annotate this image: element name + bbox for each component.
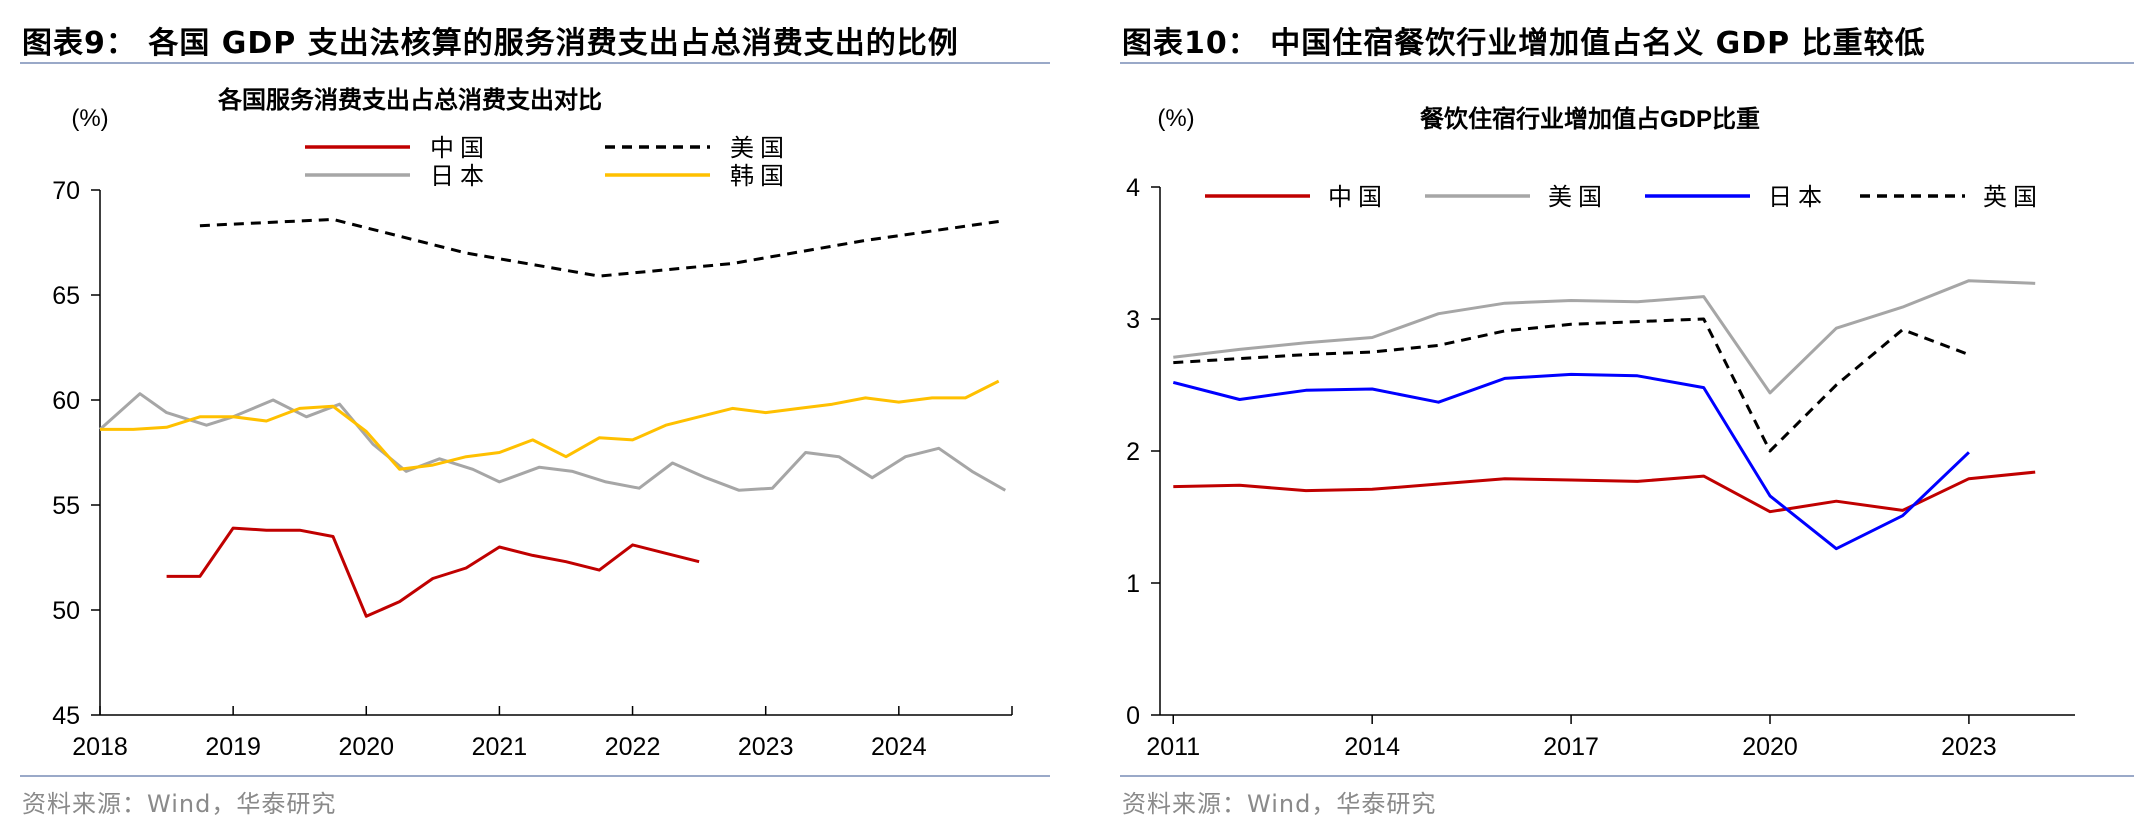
source-note: 资料来源：Wind，华泰研究 xyxy=(1122,790,1437,818)
y-tick-label: 60 xyxy=(52,387,80,415)
y-tick-label: 55 xyxy=(52,492,80,520)
y-tick-label: 2 xyxy=(1126,438,1140,466)
figure-10-title: 图表10： 中国住宿餐饮行业增加值占名义 GDP 比重较低 xyxy=(1122,26,1926,61)
x-tick-label: 2019 xyxy=(205,733,261,761)
source-rule xyxy=(1120,775,2134,777)
series-line-日本 xyxy=(1172,372,1970,551)
figure-9-panel: 图表9： 各国 GDP 支出法核算的服务消费支出占总消费支出的比例 各国服务消费… xyxy=(0,0,1050,825)
legend-label: 日本 xyxy=(430,163,490,190)
y-tick-label: 1 xyxy=(1126,570,1140,598)
legend-label: 英国 xyxy=(1983,184,2043,211)
x-tick-label: 2014 xyxy=(1344,733,1400,761)
x-tick-label: 2023 xyxy=(1941,733,1997,761)
legend-label: 中国 xyxy=(1328,184,1388,211)
figure-9-title: 图表9： 各国 GDP 支出法核算的服务消费支出占总消费支出的比例 xyxy=(22,26,959,61)
title-rule xyxy=(20,62,1050,64)
series-line-日本 xyxy=(98,392,1007,492)
title-rule xyxy=(1120,62,2134,64)
series-line-英国 xyxy=(1173,317,1970,453)
y-tick-label: 45 xyxy=(52,702,80,730)
x-tick-label: 2024 xyxy=(871,733,927,761)
legend-label: 美国 xyxy=(1548,184,1608,211)
figure-10-panel: 图表10： 中国住宿餐饮行业增加值占名义 GDP 比重较低 餐饮住宿行业增加值占… xyxy=(1100,0,2136,825)
series-line-中国 xyxy=(1173,470,2036,514)
series-line-美国 xyxy=(199,217,999,278)
y-tick-label: 65 xyxy=(52,282,80,310)
y-tick-label: 70 xyxy=(52,177,80,205)
accommodation-catering-chart: 餐饮住宿行业增加值占GDP比重 (%) 0 1 2 3 4 2011 2014 2017 202… xyxy=(1126,105,2075,761)
y-tick-label: 0 xyxy=(1126,702,1140,730)
source-rule xyxy=(20,775,1050,777)
legend-label: 日本 xyxy=(1768,184,1828,211)
y-tick-label: 4 xyxy=(1126,174,1140,202)
x-tick-label: 2011 xyxy=(1146,733,1200,761)
x-tick-label: 2021 xyxy=(472,733,528,761)
series-line-中国 xyxy=(166,526,700,618)
chart-title: 各国服务消费支出占总消费支出对比 xyxy=(217,86,602,114)
legend-label: 韩国 xyxy=(730,163,790,190)
x-tick-label: 2020 xyxy=(1742,733,1798,761)
x-tick-label: 2017 xyxy=(1543,733,1599,761)
series-line-美国 xyxy=(1173,279,2036,395)
x-tick-label: 2018 xyxy=(72,733,128,761)
chart-title: 餐饮住宿行业增加值占GDP比重 xyxy=(1420,105,1760,133)
source-note: 资料来源：Wind，华泰研究 xyxy=(22,790,337,818)
y-tick-label: 3 xyxy=(1126,306,1140,334)
series-line-韩国 xyxy=(100,379,1000,471)
legend-label: 美国 xyxy=(730,135,790,162)
x-tick-label: 2020 xyxy=(338,733,394,761)
unit-label: (%) xyxy=(71,105,108,132)
services-share-chart: 各国服务消费支出占总消费支出对比 (%) 45 50 55 60 65 70 2018 201… xyxy=(52,86,1013,761)
unit-label: (%) xyxy=(1157,105,1194,132)
legend-label: 中国 xyxy=(430,135,490,162)
x-tick-label: 2022 xyxy=(605,733,661,761)
y-tick-label: 50 xyxy=(52,597,80,625)
x-tick-label: 2023 xyxy=(738,733,794,761)
